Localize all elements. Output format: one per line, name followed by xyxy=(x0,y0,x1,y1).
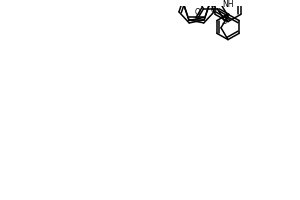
Text: S: S xyxy=(222,17,227,26)
Text: O: O xyxy=(210,6,216,15)
Text: NH: NH xyxy=(222,0,233,9)
Text: O: O xyxy=(195,8,200,17)
